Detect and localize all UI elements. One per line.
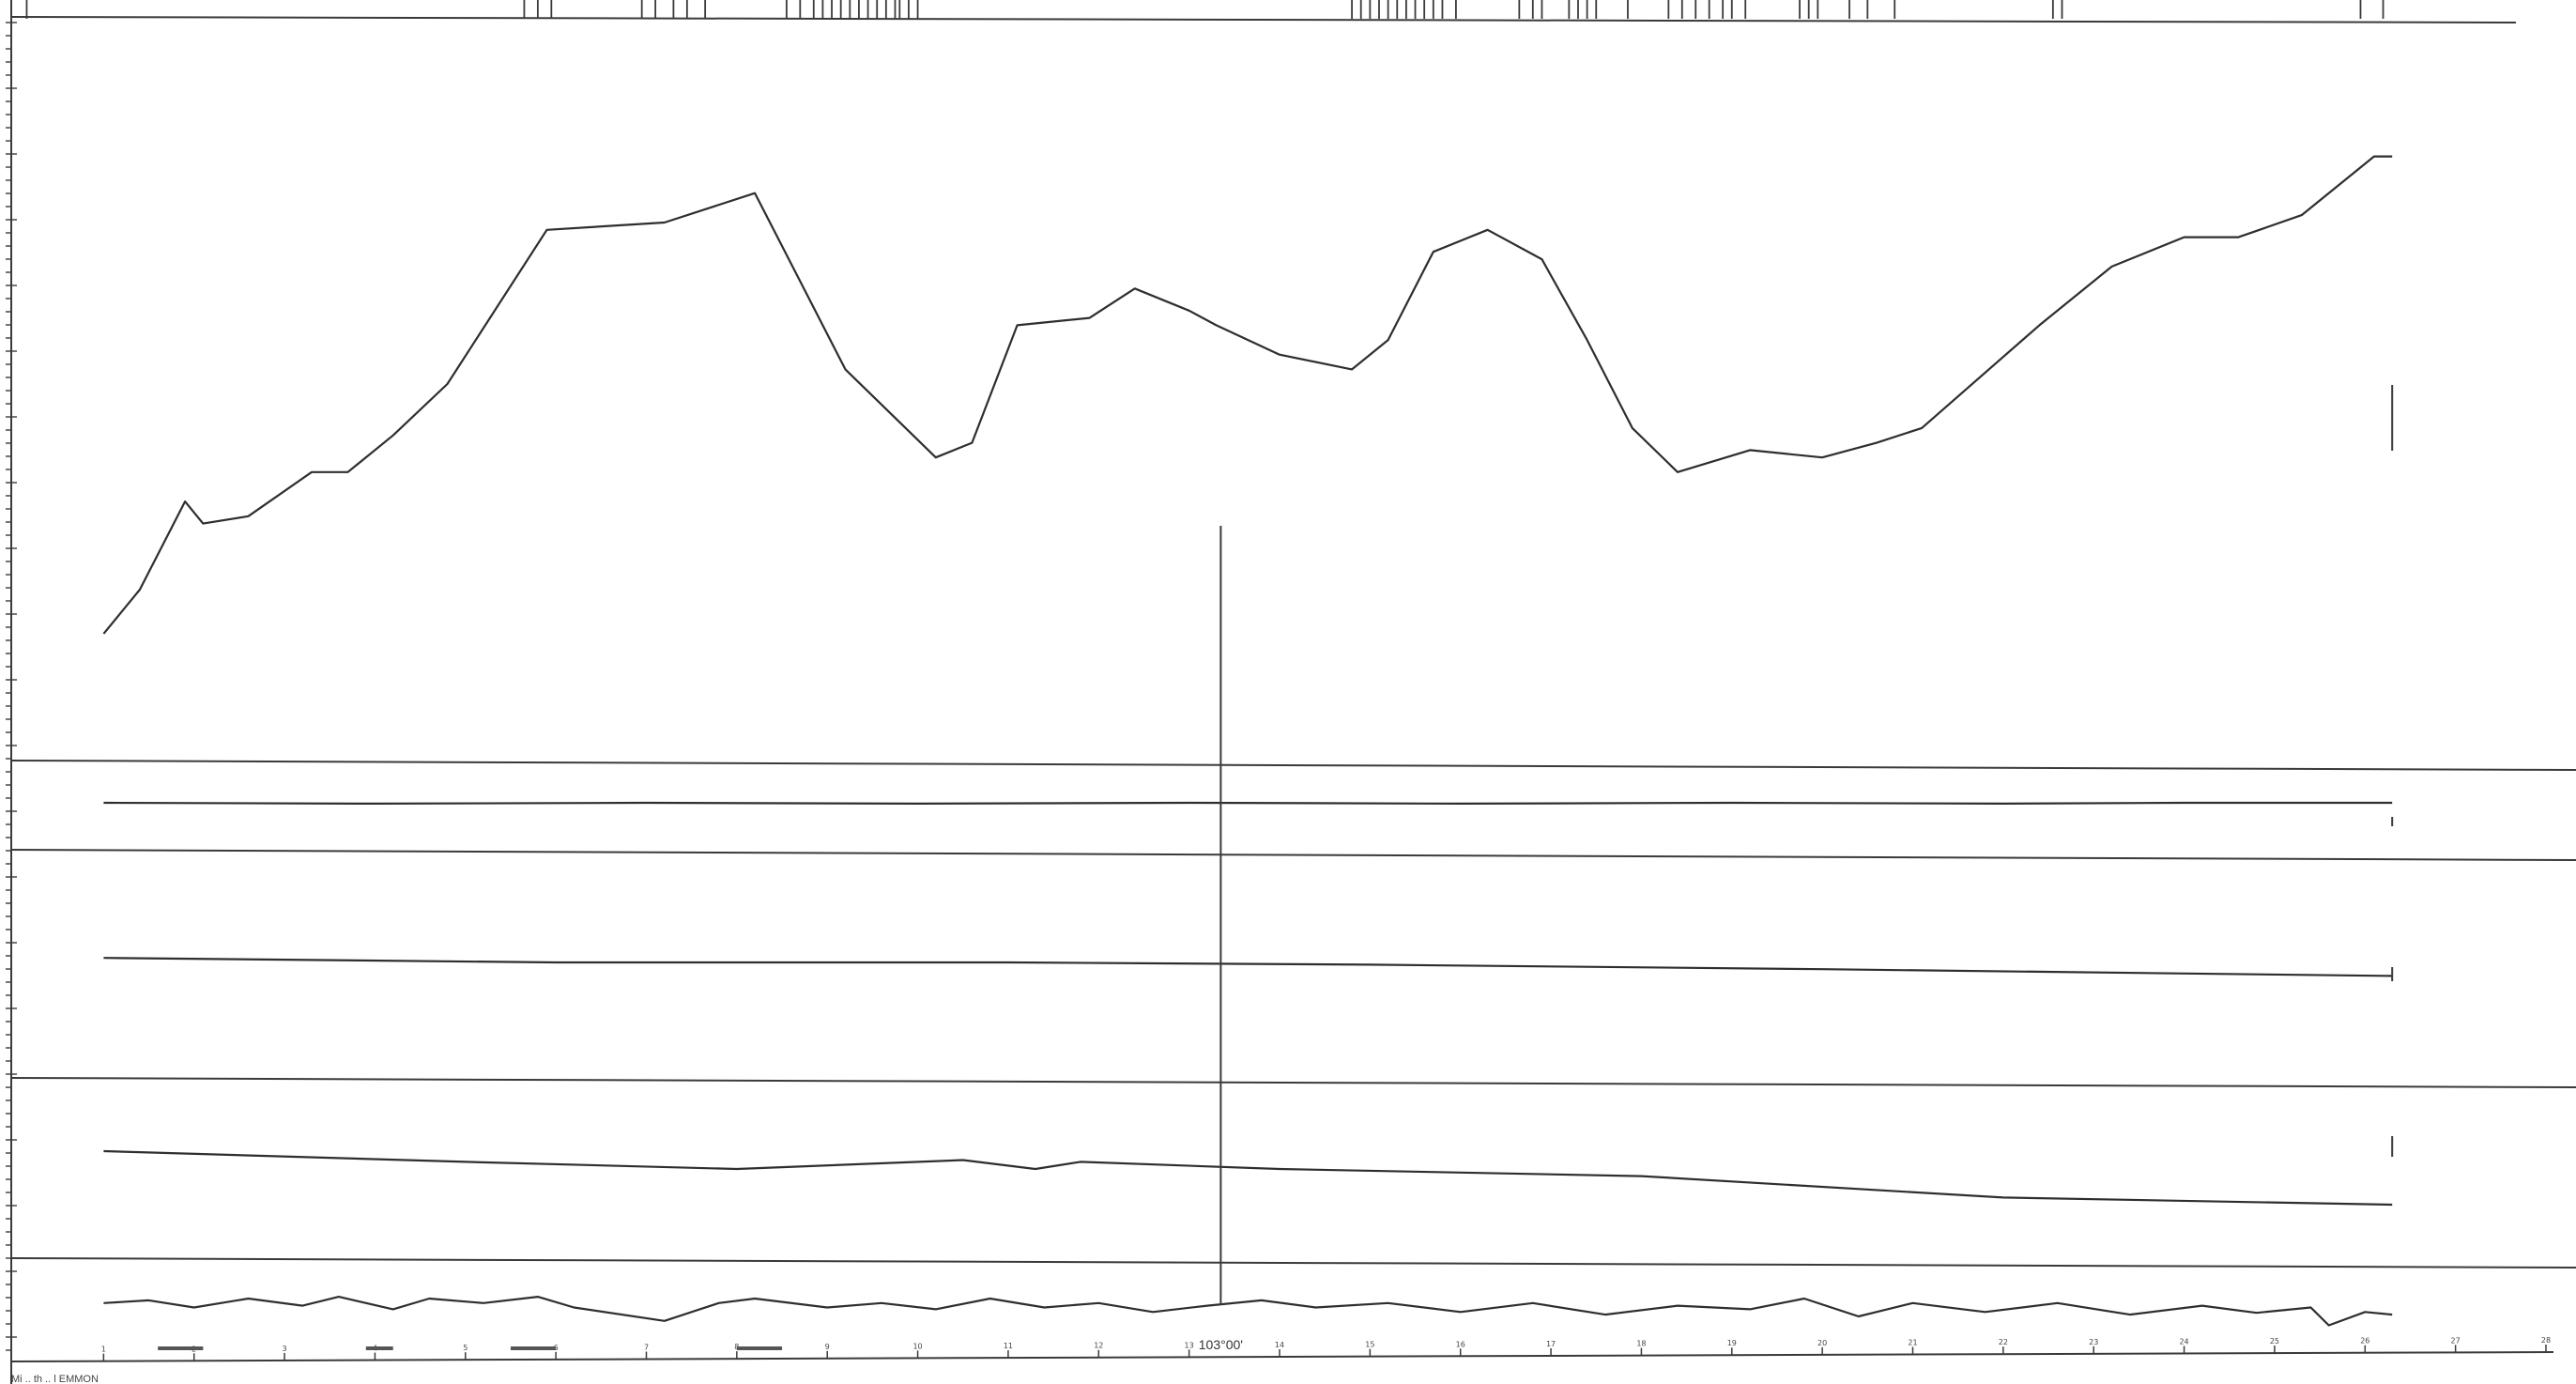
trace-3 <box>103 957 2393 977</box>
panel-divider-2 <box>10 849 2576 861</box>
bottom-axis-line <box>10 1351 2554 1362</box>
trace-2 <box>103 801 2393 805</box>
footer-caption: Mi .. th .. l EMMON <box>11 1374 99 1384</box>
x-tick-label: 20 <box>1817 1339 1827 1347</box>
traces <box>102 155 2394 1327</box>
event-marks <box>25 0 2384 19</box>
x-tick-label: 9 <box>825 1343 830 1351</box>
x-tick-label: 11 <box>1004 1342 1013 1350</box>
x-tick-label: 26 <box>2360 1337 2369 1346</box>
x-tick-label: 27 <box>2451 1336 2461 1345</box>
x-tick-label: 23 <box>2089 1338 2098 1346</box>
x-tick-label: 14 <box>1275 1341 1284 1349</box>
annotations: 103°00' <box>1199 526 1243 1352</box>
trace-4 <box>103 1149 2393 1207</box>
panel-borders <box>10 0 2576 1384</box>
x-tick-label: 10 <box>912 1342 922 1350</box>
x-tick-label: 1 <box>101 1346 106 1354</box>
x-tick-label: 15 <box>1365 1341 1374 1349</box>
bottom-axis: 1234567891011121314151617181920212223242… <box>101 1336 2551 1361</box>
x-tick-label: 5 <box>463 1344 468 1352</box>
top-baseline <box>10 16 2517 23</box>
axis-bar-mark <box>736 1346 783 1350</box>
trace-5 <box>103 1296 2393 1327</box>
x-tick-label: 22 <box>1999 1338 2008 1346</box>
x-tick-label: 12 <box>1094 1342 1103 1350</box>
trace-1 <box>102 155 2393 635</box>
x-tick-label: 3 <box>283 1345 287 1353</box>
x-tick-label: 19 <box>1727 1339 1737 1347</box>
axis-bar-mark <box>365 1346 393 1350</box>
x-tick-label: 17 <box>1546 1340 1556 1348</box>
x-tick-label: 13 <box>1185 1341 1194 1349</box>
x-tick-label: 24 <box>2179 1337 2188 1346</box>
axis-bar-mark <box>510 1346 557 1350</box>
x-tick-label: 28 <box>2541 1336 2551 1345</box>
left-axis-ticks <box>6 22 17 1351</box>
x-tick-label: 21 <box>1908 1339 1917 1347</box>
panel-divider-4 <box>10 1257 2576 1269</box>
panel-divider-3 <box>10 1077 2576 1088</box>
x-tick-label: 25 <box>2270 1337 2279 1346</box>
x-tick-label: 18 <box>1636 1340 1646 1348</box>
x-tick-label: 7 <box>644 1344 649 1352</box>
x-tick-label: 16 <box>1456 1340 1465 1348</box>
panel-divider-1 <box>10 760 2576 771</box>
axis-bar-mark <box>158 1346 204 1350</box>
annotation-label: 103°00' <box>1199 1337 1243 1352</box>
